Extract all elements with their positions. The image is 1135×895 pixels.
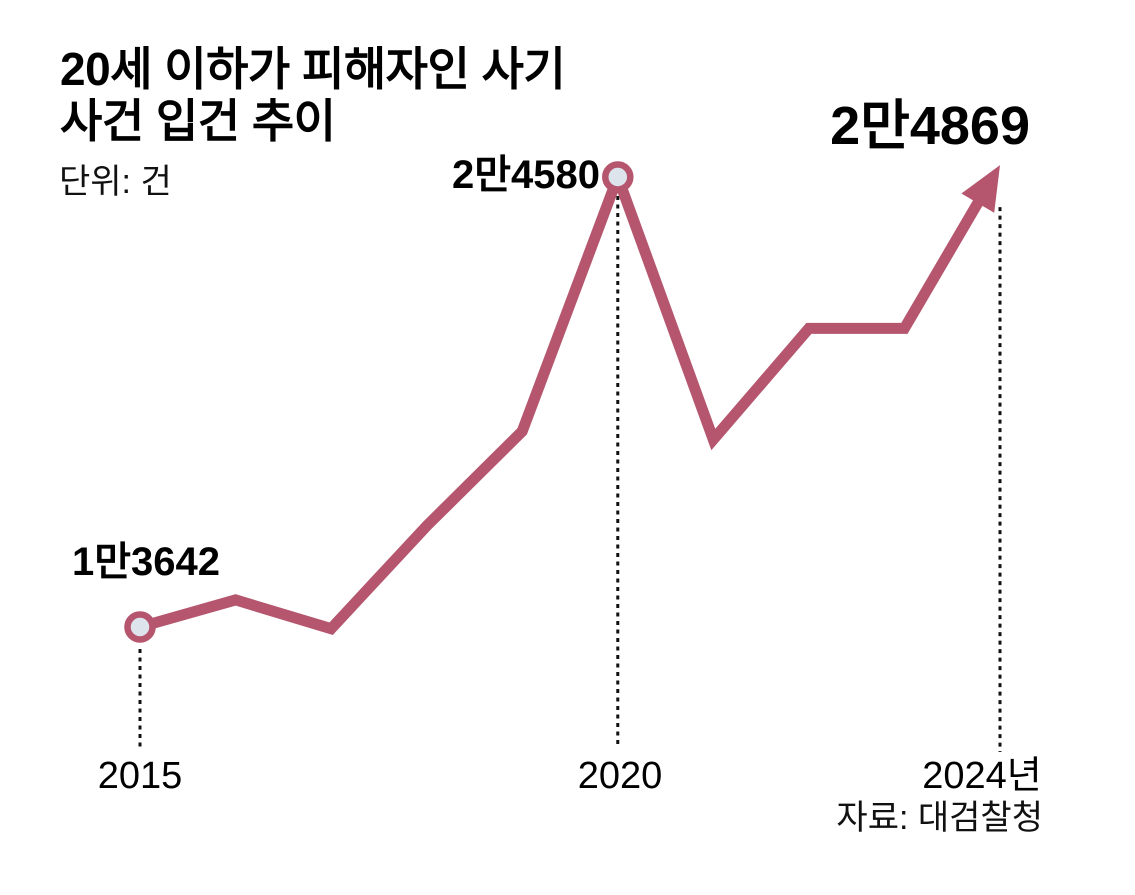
point-marker-2020 <box>602 161 634 193</box>
x-tick-2015: 2015 <box>97 755 183 797</box>
trend-line <box>138 161 990 635</box>
arrowhead-icon <box>961 165 1000 213</box>
chart-title-line2: 사건 입건 추이 <box>60 95 336 147</box>
data-label-2020: 2만4580 <box>451 153 600 197</box>
unit-label: 단위: 건 <box>59 163 172 201</box>
point-marker-2015 <box>124 611 156 643</box>
x-tick-2020: 2020 <box>577 755 663 797</box>
chart-title: 20세 이하가 피해자인 사기 사건 입건 추이 <box>60 43 566 147</box>
data-label-2024: 2만4869 <box>830 96 1030 156</box>
source-credit: 자료: 대검찰청 <box>836 799 1043 837</box>
data-label-2015: 1만3642 <box>72 540 221 584</box>
chart-title-line1: 20세 이하가 피해자인 사기 <box>60 43 566 95</box>
x-tick-2024: 2024년 <box>922 755 1042 797</box>
